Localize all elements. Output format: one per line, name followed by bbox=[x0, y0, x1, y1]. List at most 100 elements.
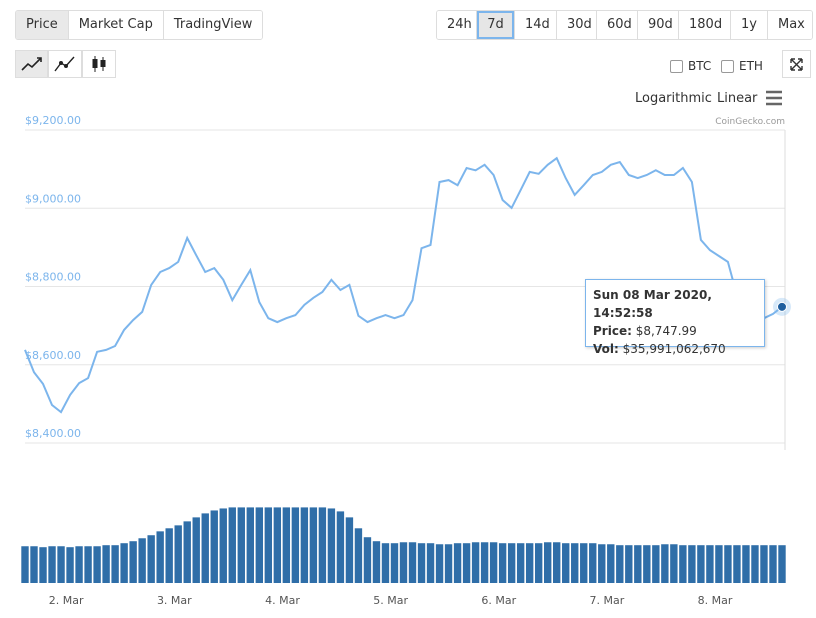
volume-bar bbox=[498, 543, 507, 583]
checkbox[interactable] bbox=[721, 60, 734, 73]
line-style-button[interactable] bbox=[15, 50, 48, 78]
icon bbox=[54, 56, 75, 72]
range-group: 24h 7d 14d 30d 60d 90d 180d 1y Max bbox=[436, 10, 813, 40]
volume-bar bbox=[724, 545, 732, 583]
y-tick-label: $9,200.00 bbox=[25, 114, 81, 127]
tooltip: Sun 08 Mar 2020, 14:52:58 Price: $8,747.… bbox=[585, 279, 765, 356]
range-button[interactable]: Max bbox=[768, 11, 812, 39]
range-button[interactable]: 90d bbox=[638, 11, 679, 39]
volume-bar bbox=[183, 521, 191, 583]
volume-bar bbox=[553, 542, 561, 583]
volume-bar bbox=[733, 545, 741, 583]
volume-bar bbox=[688, 545, 696, 583]
tooltip-row: Vol: $35,991,062,670 bbox=[593, 340, 764, 358]
tab[interactable]: Market Cap bbox=[68, 11, 164, 39]
tooltip-value: $35,991,062,670 bbox=[622, 342, 726, 356]
volume-bar bbox=[679, 545, 687, 583]
scale-option[interactable]: Logarithmic bbox=[635, 91, 712, 106]
volume-bar bbox=[760, 545, 768, 583]
volume-bar bbox=[129, 541, 137, 583]
volume-bar bbox=[75, 546, 83, 583]
volume-bar bbox=[39, 547, 47, 583]
volume-bar bbox=[192, 517, 200, 583]
volume-bar bbox=[525, 543, 534, 583]
scale-option[interactable]: Linear bbox=[717, 91, 758, 106]
volume-bar bbox=[435, 544, 444, 583]
range-button[interactable]: 30d bbox=[557, 11, 597, 39]
volume-bar bbox=[219, 508, 227, 583]
tooltip-date: Sun 08 Mar 2020, 14:52:58 bbox=[593, 288, 712, 320]
volume-bar bbox=[282, 507, 291, 583]
volume-bar bbox=[543, 542, 552, 583]
range-button[interactable]: 14d bbox=[515, 11, 557, 39]
volume-bar bbox=[120, 543, 128, 583]
volume-bar bbox=[751, 545, 759, 583]
volume-bar bbox=[138, 538, 146, 583]
volume-bar bbox=[309, 507, 318, 583]
volume-bar bbox=[489, 542, 498, 583]
volume-bar bbox=[381, 543, 390, 583]
x-tick-label: 3. Mar bbox=[157, 594, 192, 607]
tooltip-label: Vol: bbox=[593, 342, 619, 356]
range-button[interactable]: 7d bbox=[477, 11, 515, 39]
volume-bar bbox=[273, 507, 282, 583]
volume-bar bbox=[408, 542, 417, 583]
range-button[interactable]: 1y bbox=[731, 11, 768, 39]
y-tick-label: $8,400.00 bbox=[25, 427, 81, 440]
price-line bbox=[24, 156, 783, 414]
range-button[interactable]: 180d bbox=[679, 11, 731, 39]
x-tick-label: 2. Mar bbox=[49, 594, 84, 607]
volume-bar bbox=[661, 544, 669, 583]
volume-bar bbox=[156, 531, 164, 583]
icon bbox=[21, 57, 42, 71]
icon bbox=[92, 59, 98, 68]
candle-style-button[interactable] bbox=[82, 50, 116, 78]
chart-style-buttons bbox=[15, 50, 116, 78]
y-tick-label: $8,800.00 bbox=[25, 271, 81, 284]
volume-bar bbox=[589, 543, 597, 583]
volume-bar bbox=[399, 542, 408, 583]
volume-bar bbox=[426, 543, 435, 583]
volume-bar bbox=[84, 546, 92, 583]
icon bbox=[37, 57, 42, 62]
volume-bar bbox=[237, 507, 245, 583]
volume-bar bbox=[462, 543, 471, 583]
volume-bar bbox=[93, 546, 101, 583]
tab[interactable]: Price bbox=[16, 11, 69, 39]
smooth-style-button[interactable] bbox=[48, 50, 82, 78]
volume-bar bbox=[507, 543, 516, 583]
volume-bar bbox=[246, 507, 254, 583]
range-button[interactable]: 24h bbox=[437, 11, 477, 39]
fullscreen-button[interactable] bbox=[782, 50, 811, 78]
y-tick-label: $9,000.00 bbox=[25, 192, 81, 205]
tooltip-value: $8,747.99 bbox=[635, 324, 697, 338]
volume-bar bbox=[111, 545, 119, 583]
volume-bar bbox=[562, 543, 570, 583]
volume-bar bbox=[670, 544, 678, 583]
icon bbox=[64, 64, 68, 68]
volume-bar bbox=[21, 546, 29, 583]
volume-bar bbox=[417, 543, 426, 583]
volume-bar bbox=[327, 508, 336, 583]
volume-bar bbox=[291, 507, 300, 583]
x-tick-label: 7. Mar bbox=[590, 594, 625, 607]
volume-bar bbox=[516, 543, 525, 583]
volume-bar bbox=[706, 545, 714, 583]
volume-bar bbox=[697, 545, 705, 583]
checkbox[interactable] bbox=[670, 60, 683, 73]
range-button[interactable]: 60d bbox=[597, 11, 638, 39]
tab-group: Price Market Cap TradingView bbox=[15, 10, 264, 40]
volume-bar bbox=[742, 545, 750, 583]
volume-bar bbox=[30, 546, 38, 583]
volume-bar bbox=[625, 545, 633, 583]
volume-bar bbox=[480, 542, 489, 583]
volume-bar bbox=[354, 528, 363, 583]
x-tick-label: 5. Mar bbox=[373, 594, 408, 607]
menu-button[interactable] bbox=[765, 90, 783, 106]
tab[interactable]: TradingView bbox=[163, 11, 263, 39]
x-tick-label: 8. Mar bbox=[698, 594, 733, 607]
volume-bar bbox=[598, 544, 606, 583]
volume-bar bbox=[48, 546, 56, 583]
